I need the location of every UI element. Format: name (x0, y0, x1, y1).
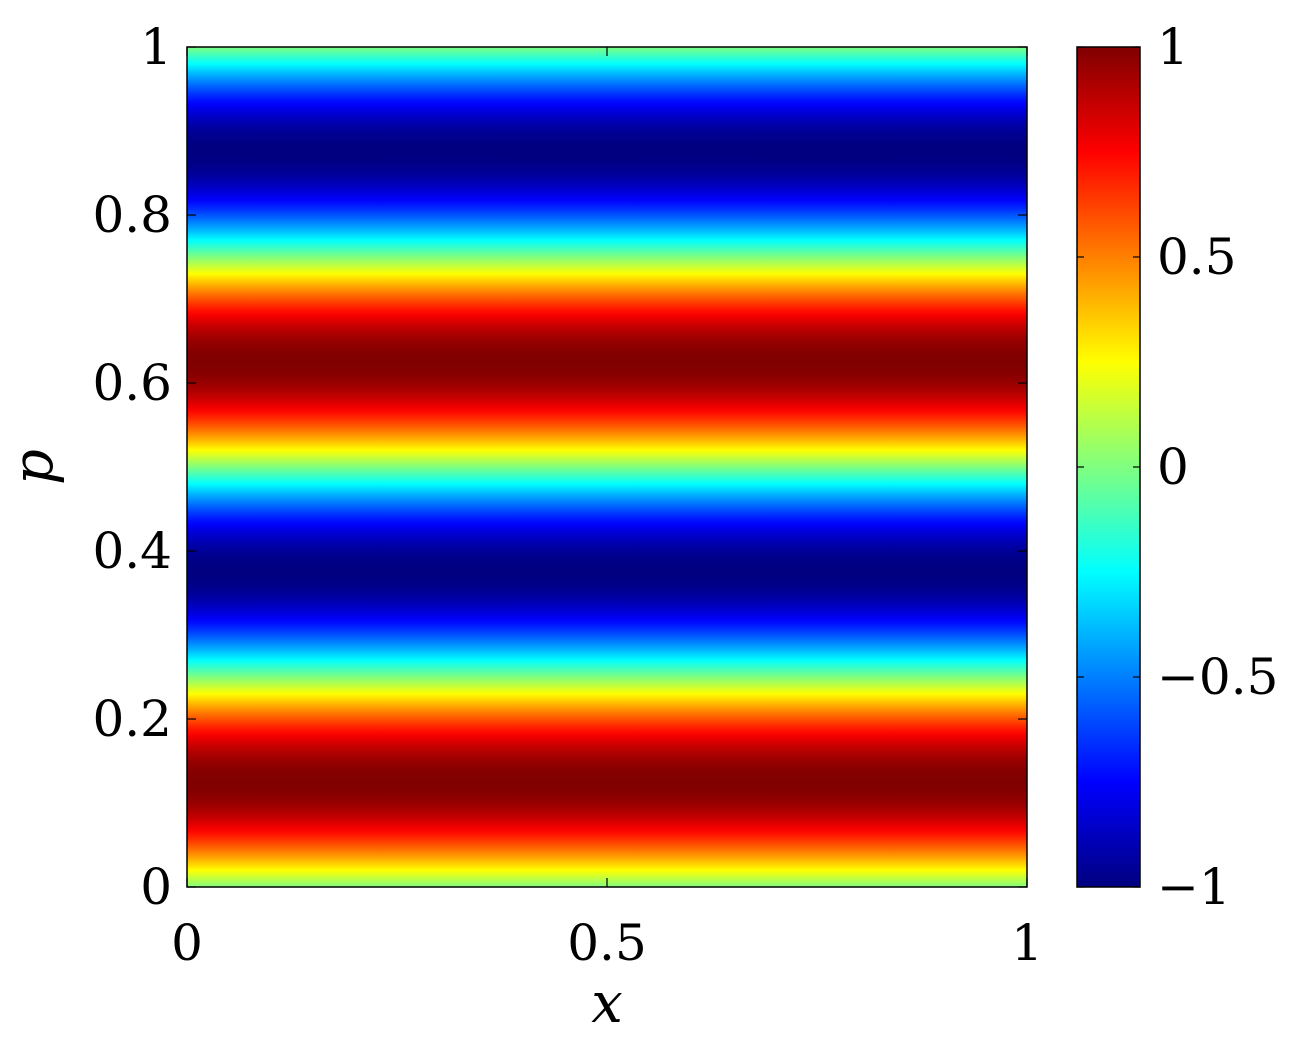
colorbar-tick-label: −1 (1157, 858, 1231, 916)
y-tick-label: 0.4 (92, 522, 172, 580)
y-tick-label: 0 (140, 858, 172, 916)
colorbar-tick-label: −0.5 (1157, 648, 1278, 706)
x-tick-label: 0.5 (567, 914, 647, 972)
y-tick-label: 0.6 (92, 354, 172, 412)
y-tick-label: 0.2 (92, 690, 172, 748)
colorbar-fill (1077, 47, 1140, 887)
heatmap-field (187, 47, 1027, 887)
y-tick-label: 1 (140, 18, 172, 76)
x-tick-label: 1 (1011, 914, 1043, 972)
colorbar: −1 −0.5 0 0.5 1 (1076, 18, 1278, 916)
plot-area (186, 46, 1028, 888)
colorbar-tick-label: 0.5 (1157, 228, 1237, 286)
y-tick-label: 0.8 (92, 186, 172, 244)
x-axis-ticks: 0 0.5 1 (171, 47, 1043, 972)
x-axis-label: x (591, 971, 623, 1036)
x-tick-label: 0 (171, 914, 203, 972)
colorbar-tick-label: 1 (1157, 18, 1189, 76)
colorbar-tick-label: 0 (1157, 438, 1189, 496)
y-axis-label: p (1, 449, 66, 485)
y-axis-ticks: 0 0.2 0.4 0.6 0.8 1 (92, 18, 1027, 916)
colorbar-ticks: −1 −0.5 0 0.5 1 (1077, 18, 1278, 916)
